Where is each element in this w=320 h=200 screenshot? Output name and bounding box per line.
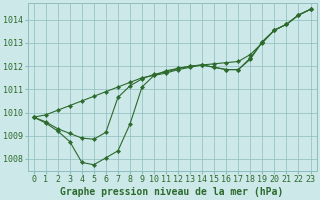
X-axis label: Graphe pression niveau de la mer (hPa): Graphe pression niveau de la mer (hPa) xyxy=(60,186,284,197)
